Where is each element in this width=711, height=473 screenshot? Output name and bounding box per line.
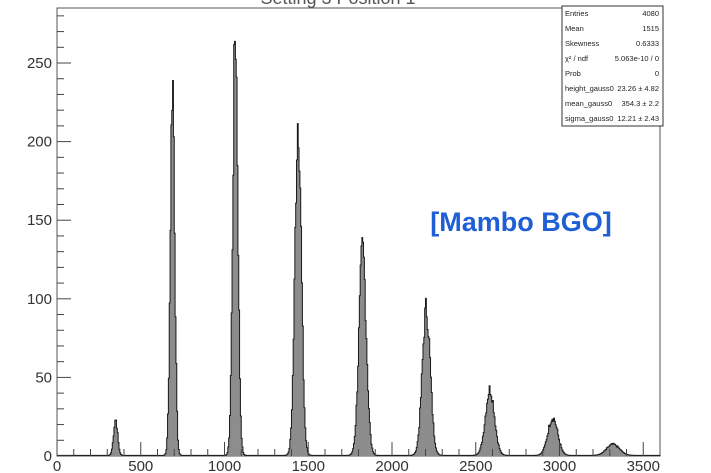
x-tick-label: 500 [128,458,153,473]
y-tick-label: 150 [27,212,52,229]
y-tick-label: 0 [44,448,52,465]
x-tick-label: 1000 [208,458,241,473]
y-tick-label: 50 [35,369,52,386]
statistics-value: 1515 [642,24,659,33]
statistics-label: Skewness [565,39,599,48]
statistics-value: 5.063e-10 / 0 [615,54,659,63]
statistics-label: height_gauss0 [565,84,614,93]
statistics-value: 0.6333 [636,39,659,48]
statistics-label: Prob [565,69,581,78]
statistics-value: 12.21 ± 2.43 [617,114,659,123]
x-tick-label: 3500 [627,458,660,473]
y-tick-label: 200 [27,134,52,151]
svg-text:Setting 3 Position 1: Setting 3 Position 1 [260,0,415,8]
statistics-label: mean_gauss0 [565,99,612,108]
statistics-label: sigma_gauss0 [565,114,613,123]
statistics-value: 0 [655,69,659,78]
y-tick-label: 100 [27,291,52,308]
statistics-label: Entries [565,9,589,18]
x-tick-label: 1500 [292,458,325,473]
mambo-bgo-annotation: [Mambo BGO] [430,207,612,237]
statistics-value: 354.3 ± 2.2 [622,99,659,108]
x-tick-label: 2500 [459,458,492,473]
statistics-label: χ² / ndf [565,54,589,63]
statistics-value: 4080 [642,9,659,18]
y-tick-label: 250 [27,55,52,72]
statistics-value: 23.26 ± 4.82 [617,84,659,93]
x-tick-label: 2000 [375,458,408,473]
statistics-box: Entries 4080 Mean 1515 Skewness 0.6333 χ² / nd… [562,6,663,126]
statistics-label: Mean [565,24,584,33]
x-tick-label: 3000 [543,458,576,473]
x-tick-label: 0 [53,458,61,473]
chart-title-cropped: Setting 3 Position 1 [260,0,415,8]
